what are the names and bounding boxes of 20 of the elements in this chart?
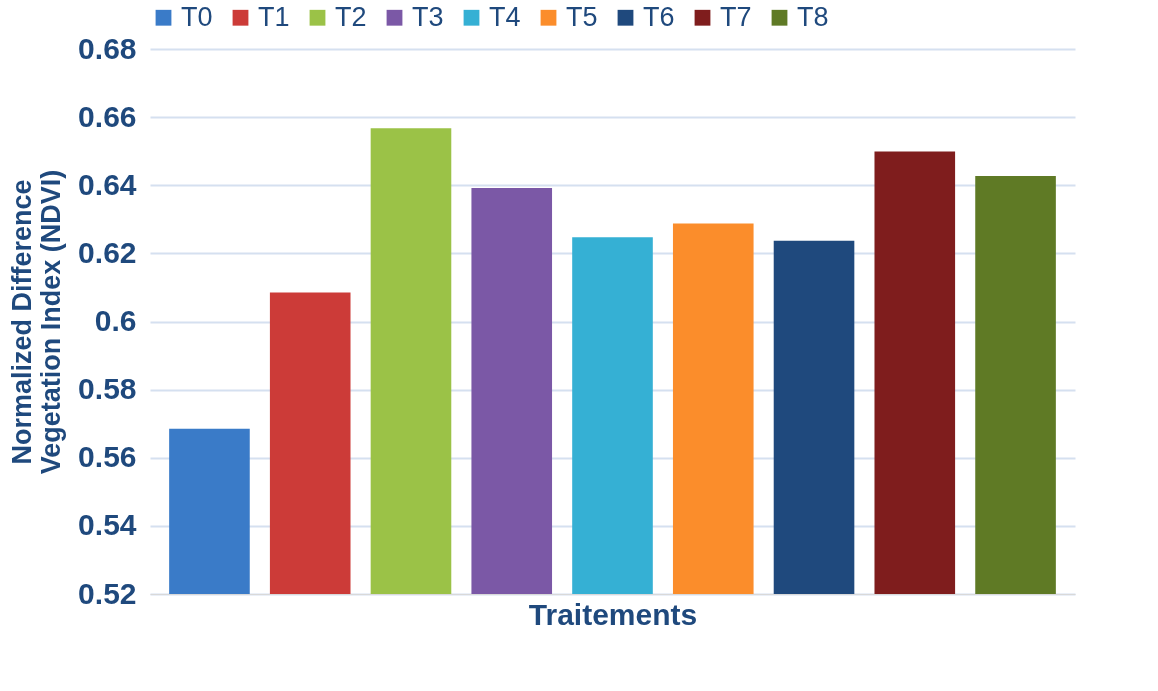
legend-label: T5 bbox=[566, 1, 598, 32]
legend-label: T2 bbox=[335, 1, 367, 32]
y-tick-label: 0.52 bbox=[78, 576, 137, 610]
y-axis-title: Normalized Difference Vegetation Index (NDVI) bbox=[7, 169, 67, 475]
legend-label: T3 bbox=[412, 1, 444, 32]
y-tick-label: 0.56 bbox=[78, 440, 137, 474]
y-tick-label: 0.68 bbox=[78, 31, 137, 65]
y-tick-label: 0.66 bbox=[78, 99, 137, 133]
y-tick-label: 0.6 bbox=[94, 304, 137, 337]
legend-label: T0 bbox=[181, 1, 213, 32]
legend-label: T4 bbox=[489, 1, 521, 32]
x-axis-title: Traitements bbox=[528, 597, 698, 631]
legend-label: T6 bbox=[643, 1, 675, 32]
legend-label: T7 bbox=[720, 1, 752, 32]
y-tick-label: 0.58 bbox=[78, 372, 137, 406]
y-tick-label: 0.54 bbox=[78, 508, 137, 542]
legend-label: T8 bbox=[797, 1, 829, 32]
y-tick-label: 0.64 bbox=[78, 167, 137, 201]
y-tick-label: 0.62 bbox=[78, 235, 137, 269]
legend-label: T1 bbox=[258, 1, 290, 32]
